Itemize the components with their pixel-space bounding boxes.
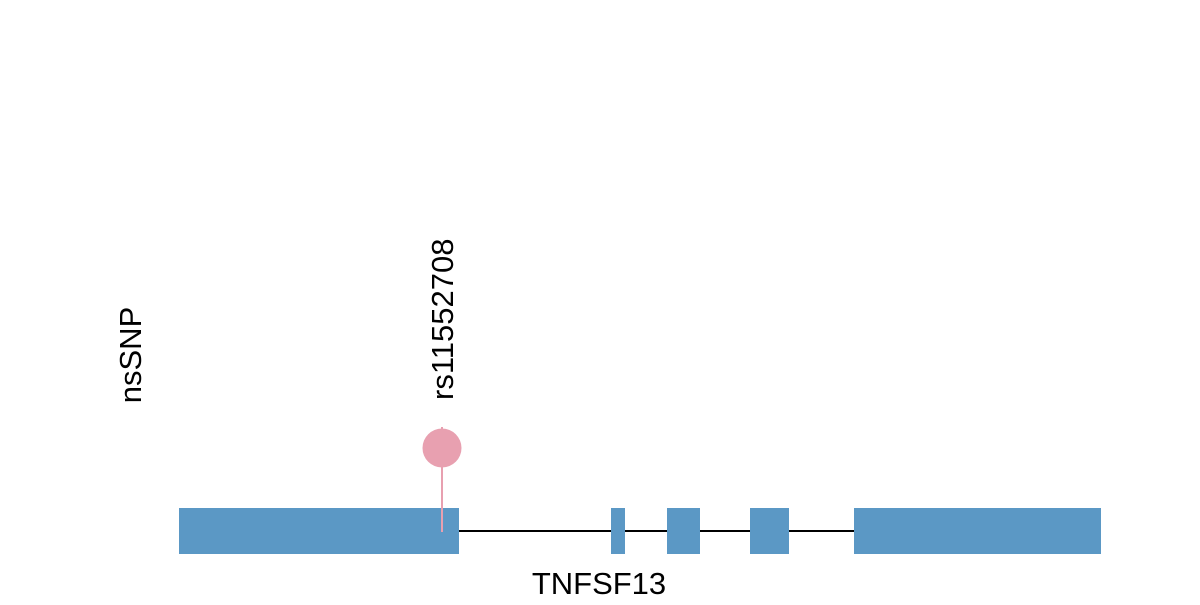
gene-name: TNFSF13 (532, 566, 666, 600)
exon (854, 508, 1101, 554)
snp-head (422, 428, 462, 468)
snp-label: rs11552708 (425, 239, 460, 400)
exon (667, 508, 700, 554)
exon (611, 508, 625, 554)
track-label: nsSNP (113, 307, 148, 403)
exon (179, 508, 459, 554)
exon (750, 508, 789, 554)
exons (179, 508, 1101, 554)
